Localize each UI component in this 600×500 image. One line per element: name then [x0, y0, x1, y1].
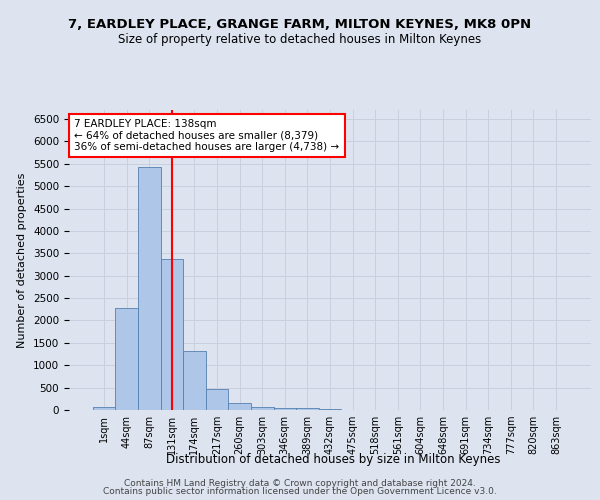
Bar [251, 406, 274, 410]
Bar [93, 407, 115, 410]
Bar [161, 258, 183, 410]
Text: 7, EARDLEY PLACE, GRANGE FARM, MILTON KEYNES, MK8 0PN: 7, EARDLEY PLACE, GRANGE FARM, MILTON KE… [68, 18, 532, 30]
Bar [115, 308, 138, 410]
Text: Contains HM Land Registry data © Crown copyright and database right 2024.: Contains HM Land Registry data © Crown c… [124, 478, 476, 488]
Bar [274, 408, 296, 410]
Bar [183, 352, 206, 410]
Text: 7 EARDLEY PLACE: 138sqm
← 64% of detached houses are smaller (8,379)
36% of semi: 7 EARDLEY PLACE: 138sqm ← 64% of detache… [74, 119, 340, 152]
Text: Size of property relative to detached houses in Milton Keynes: Size of property relative to detached ho… [118, 32, 482, 46]
Bar [296, 408, 319, 410]
Text: Distribution of detached houses by size in Milton Keynes: Distribution of detached houses by size … [166, 452, 500, 466]
Y-axis label: Number of detached properties: Number of detached properties [17, 172, 28, 348]
Text: Contains public sector information licensed under the Open Government Licence v3: Contains public sector information licen… [103, 487, 497, 496]
Bar [206, 388, 229, 410]
Bar [138, 167, 161, 410]
Bar [319, 409, 341, 410]
Bar [229, 403, 251, 410]
